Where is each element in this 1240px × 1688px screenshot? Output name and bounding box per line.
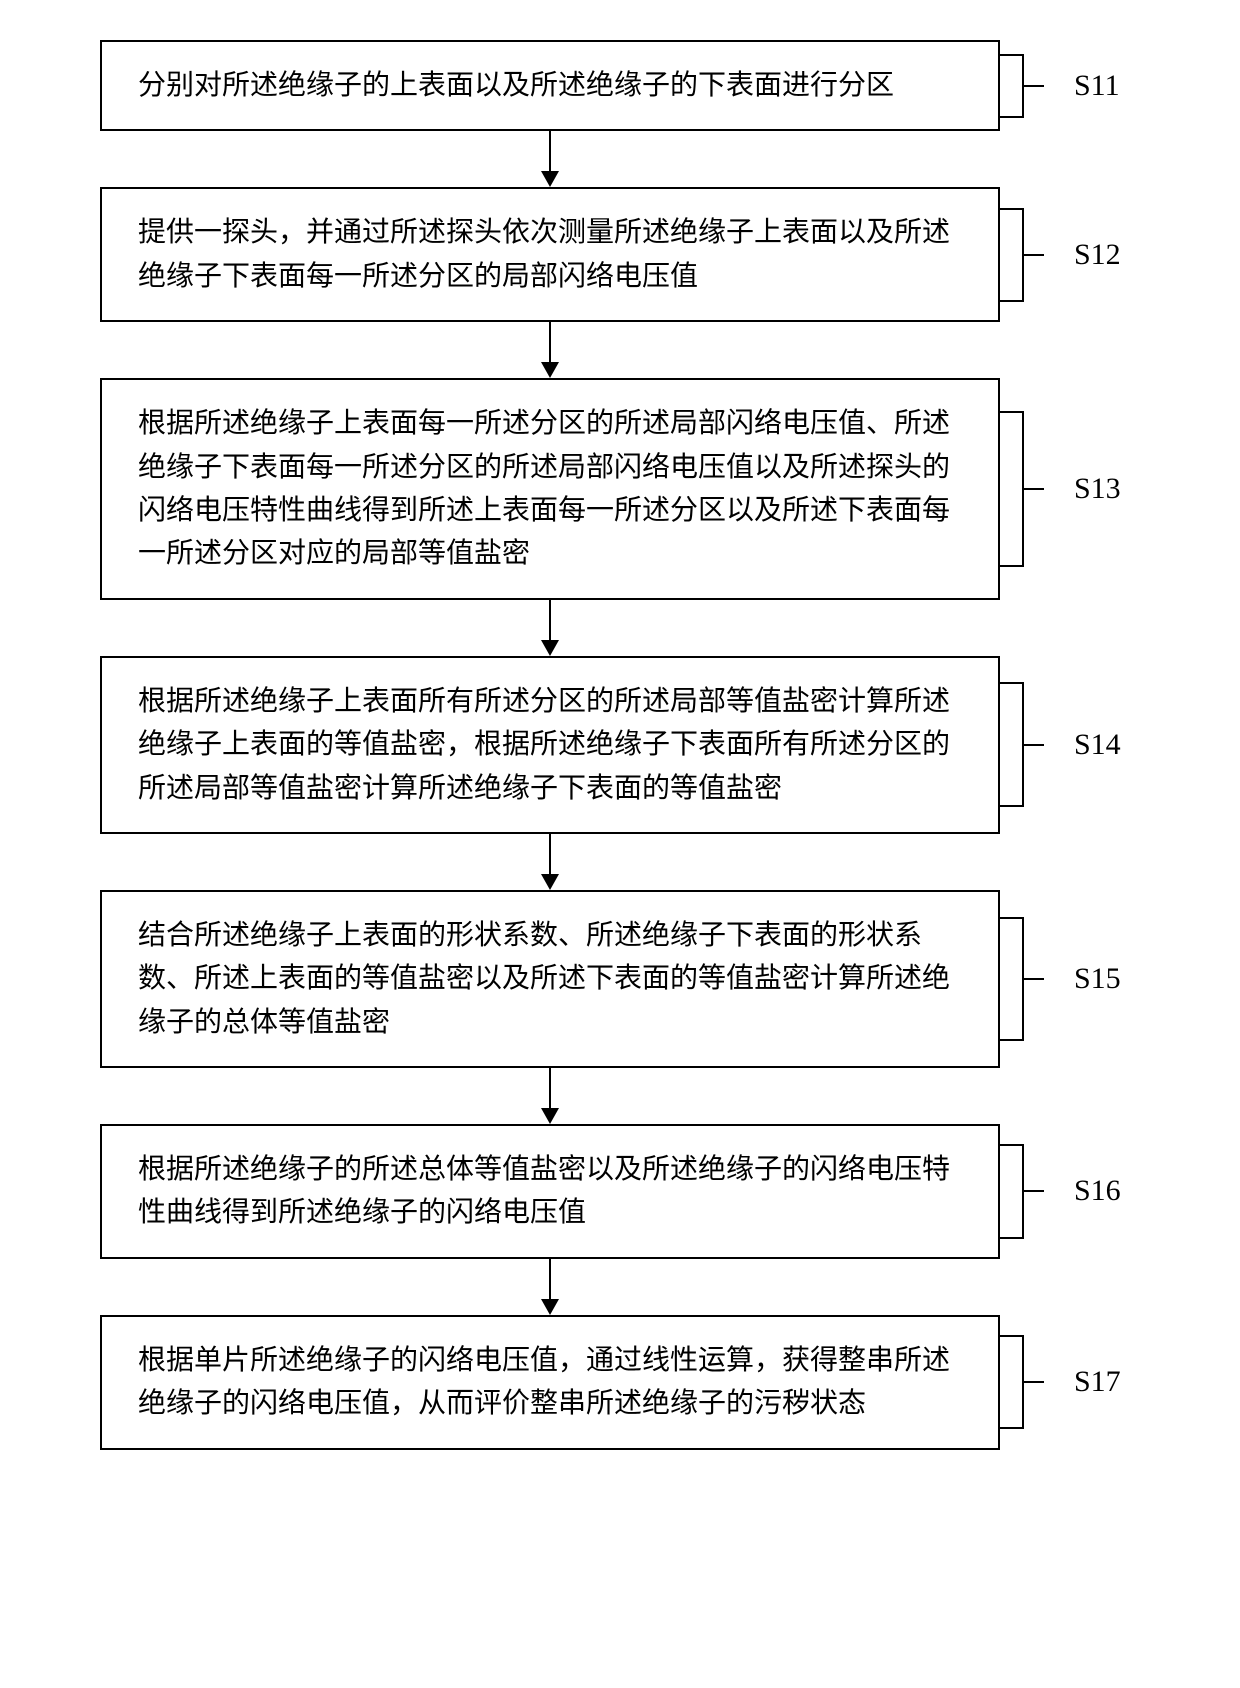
bracket-icon — [1000, 54, 1022, 118]
step-text: 提供一探头，并通过所述探头依次测量所述绝缘子上表面以及所述绝缘子下表面每一所述分… — [138, 217, 950, 291]
step-box: 根据所述绝缘子上表面所有所述分区的所述局部等值盐密计算所述绝缘子上表面的等值盐密… — [100, 656, 1000, 834]
step-text: 根据所述绝缘子上表面每一所述分区的所述局部闪络电压值、所述绝缘子下表面每一所述分… — [138, 408, 950, 569]
arrow-down-icon — [100, 322, 1000, 378]
step-label: S11 — [1074, 69, 1120, 103]
bracket-icon — [1000, 1144, 1022, 1238]
step-text: 根据单片所述绝缘子的闪络电压值，通过线性运算，获得整串所述绝缘子的闪络电压值，从… — [138, 1345, 950, 1419]
bracket-icon — [1000, 1335, 1022, 1429]
bracket-icon — [1000, 208, 1022, 302]
step-box: 分别对所述绝缘子的上表面以及所述绝缘子的下表面进行分区 — [100, 40, 1000, 131]
step-row-s13: 根据所述绝缘子上表面每一所述分区的所述局部闪络电压值、所述绝缘子下表面每一所述分… — [100, 378, 1180, 600]
step-text: 分别对所述绝缘子的上表面以及所述绝缘子的下表面进行分区 — [138, 70, 894, 101]
step-row-s17: 根据单片所述绝缘子的闪络电压值，通过线性运算，获得整串所述绝缘子的闪络电压值，从… — [100, 1315, 1180, 1450]
step-connector: S15 — [1000, 890, 1121, 1068]
step-box: 根据所述绝缘子的所述总体等值盐密以及所述绝缘子的闪络电压特性曲线得到所述绝缘子的… — [100, 1124, 1000, 1259]
step-label: S16 — [1074, 1174, 1121, 1208]
step-box: 结合所述绝缘子上表面的形状系数、所述绝缘子下表面的形状系数、所述上表面的等值盐密… — [100, 890, 1000, 1068]
bracket-icon — [1000, 917, 1022, 1042]
bracket-icon — [1000, 411, 1022, 566]
step-label: S17 — [1074, 1365, 1121, 1399]
step-row-s11: 分别对所述绝缘子的上表面以及所述绝缘子的下表面进行分区 S11 — [100, 40, 1180, 131]
step-text: 根据所述绝缘子上表面所有所述分区的所述局部等值盐密计算所述绝缘子上表面的等值盐密… — [138, 686, 950, 804]
step-text: 根据所述绝缘子的所述总体等值盐密以及所述绝缘子的闪络电压特性曲线得到所述绝缘子的… — [138, 1154, 950, 1228]
arrow-down-icon — [100, 1068, 1000, 1124]
step-box: 根据所述绝缘子上表面每一所述分区的所述局部闪络电压值、所述绝缘子下表面每一所述分… — [100, 378, 1000, 600]
step-connector: S12 — [1000, 187, 1121, 322]
step-connector: S11 — [1000, 40, 1120, 131]
flowchart-container: 分别对所述绝缘子的上表面以及所述绝缘子的下表面进行分区 S11 提供一探头，并通… — [100, 40, 1180, 1450]
step-label: S12 — [1074, 238, 1121, 272]
arrow-down-icon — [100, 600, 1000, 656]
step-row-s12: 提供一探头，并通过所述探头依次测量所述绝缘子上表面以及所述绝缘子下表面每一所述分… — [100, 187, 1180, 322]
step-connector: S14 — [1000, 656, 1121, 834]
arrow-down-icon — [100, 1259, 1000, 1315]
step-row-s14: 根据所述绝缘子上表面所有所述分区的所述局部等值盐密计算所述绝缘子上表面的等值盐密… — [100, 656, 1180, 834]
step-text: 结合所述绝缘子上表面的形状系数、所述绝缘子下表面的形状系数、所述上表面的等值盐密… — [138, 920, 950, 1038]
step-label: S15 — [1074, 962, 1121, 996]
arrow-down-icon — [100, 834, 1000, 890]
step-row-s15: 结合所述绝缘子上表面的形状系数、所述绝缘子下表面的形状系数、所述上表面的等值盐密… — [100, 890, 1180, 1068]
step-row-s16: 根据所述绝缘子的所述总体等值盐密以及所述绝缘子的闪络电压特性曲线得到所述绝缘子的… — [100, 1124, 1180, 1259]
step-box: 提供一探头，并通过所述探头依次测量所述绝缘子上表面以及所述绝缘子下表面每一所述分… — [100, 187, 1000, 322]
step-label: S13 — [1074, 472, 1121, 506]
step-box: 根据单片所述绝缘子的闪络电压值，通过线性运算，获得整串所述绝缘子的闪络电压值，从… — [100, 1315, 1000, 1450]
bracket-icon — [1000, 682, 1022, 807]
step-connector: S17 — [1000, 1315, 1121, 1450]
arrow-down-icon — [100, 131, 1000, 187]
step-connector: S16 — [1000, 1124, 1121, 1259]
step-label: S14 — [1074, 728, 1121, 762]
step-connector: S13 — [1000, 378, 1121, 600]
